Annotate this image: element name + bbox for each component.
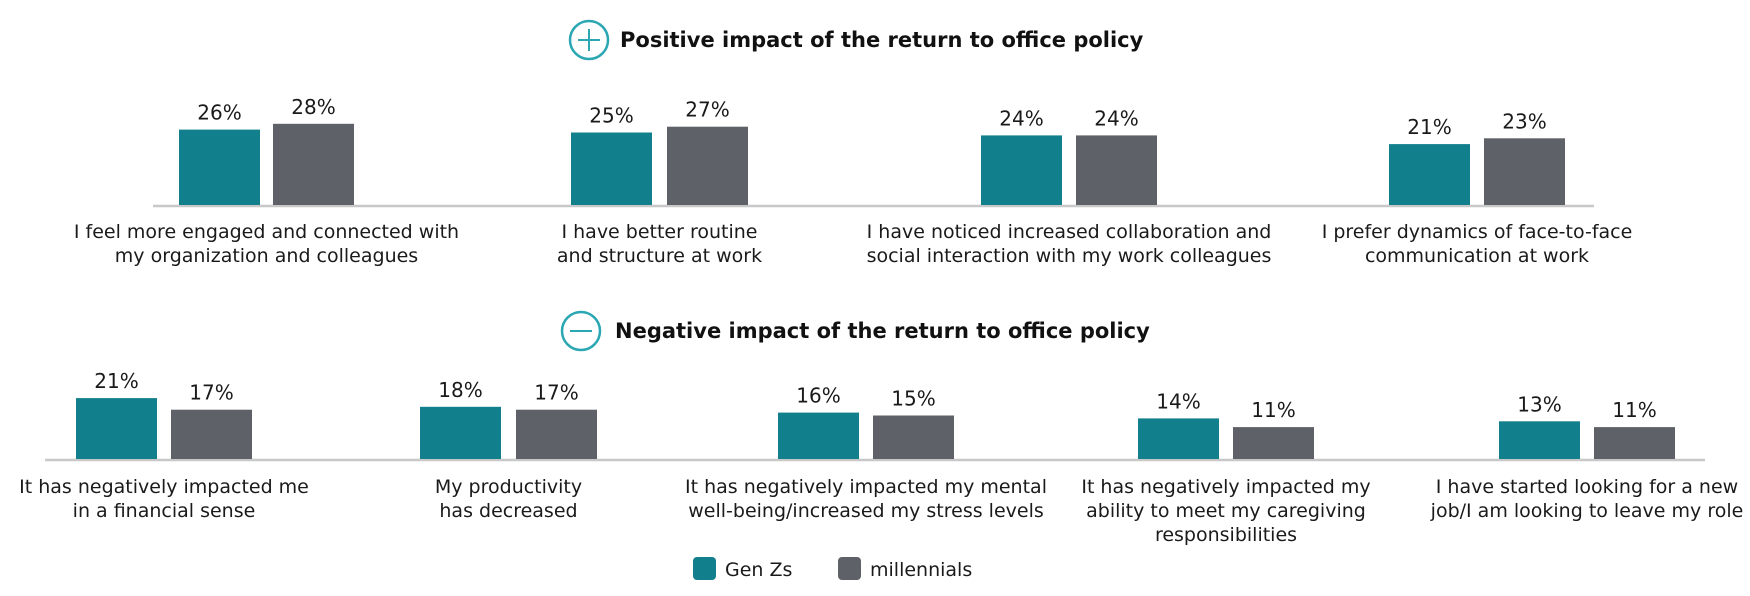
minus-circle-icon	[560, 310, 602, 352]
data-label: 17%	[189, 381, 233, 405]
data-label: 15%	[891, 387, 935, 411]
category-label: I have noticed increased collaboration a…	[867, 221, 1272, 243]
category-label: It has negatively impacted my	[1081, 476, 1370, 498]
bar-genz	[1389, 144, 1470, 205]
bar-millennials	[873, 415, 954, 459]
category-label: social interaction with my work colleagu…	[867, 245, 1272, 267]
data-label: 24%	[999, 106, 1043, 130]
legend-swatch-millennials	[838, 557, 861, 580]
category-label: responsibilities	[1155, 524, 1297, 546]
category-label: It has negatively impacted me	[19, 476, 309, 498]
bar-genz	[571, 132, 652, 205]
bar-genz	[981, 135, 1062, 205]
bar-genz	[778, 412, 859, 459]
bar-genz	[179, 129, 260, 205]
bar-millennials	[171, 409, 252, 459]
category-label: communication at work	[1365, 245, 1589, 267]
data-label: 13%	[1517, 392, 1561, 416]
legend-label-millennials: millennials	[870, 559, 972, 581]
data-label: 21%	[1407, 115, 1451, 139]
category-label: My productivity	[435, 476, 582, 498]
bar-millennials	[1594, 427, 1675, 459]
bar-millennials	[667, 126, 748, 205]
data-label: 26%	[197, 101, 241, 125]
category-label: I prefer dynamics of face-to-face	[1322, 221, 1633, 243]
category-label: has decreased	[439, 500, 577, 522]
data-label: 27%	[685, 98, 729, 122]
chart-title-negative: Negative impact of the return to office …	[615, 319, 1150, 343]
data-label: 21%	[94, 369, 138, 393]
data-label: 18%	[438, 378, 482, 402]
data-label: 11%	[1612, 398, 1656, 422]
bar-millennials	[273, 123, 354, 205]
data-label: 25%	[589, 104, 633, 128]
data-label: 17%	[534, 381, 578, 405]
bar-genz	[420, 406, 501, 459]
bar-millennials	[1076, 135, 1157, 205]
data-label: 24%	[1094, 106, 1138, 130]
data-label: 14%	[1156, 389, 1200, 413]
plus-circle-icon	[568, 19, 610, 61]
category-label: and structure at work	[557, 245, 762, 267]
category-label: my organization and colleagues	[115, 245, 418, 267]
bar-millennials	[1484, 138, 1565, 205]
chart-title-positive: Positive impact of the return to office …	[620, 28, 1144, 52]
data-label: 16%	[796, 384, 840, 408]
category-label: I feel more engaged and connected with	[74, 221, 459, 243]
bar-millennials	[516, 409, 597, 459]
legend-label-genz: Gen Zs	[725, 559, 792, 581]
category-label: I have started looking for a new	[1436, 476, 1738, 498]
data-label: 11%	[1251, 398, 1295, 422]
category-label: job/I am looking to leave my role	[1430, 500, 1744, 522]
category-label: It has negatively impacted my mental	[685, 476, 1047, 498]
category-label: in a financial sense	[73, 500, 256, 522]
category-label: I have better routine	[561, 221, 757, 243]
category-label: well-being/increased my stress levels	[688, 500, 1044, 522]
bar-genz	[1499, 421, 1580, 459]
bar-genz	[76, 398, 157, 459]
bar-millennials	[1233, 427, 1314, 459]
data-label: 28%	[291, 95, 335, 119]
bar-genz	[1138, 418, 1219, 459]
data-label: 23%	[1502, 109, 1546, 133]
category-label: ability to meet my caregiving	[1086, 500, 1366, 522]
legend-swatch-genz	[693, 557, 716, 580]
